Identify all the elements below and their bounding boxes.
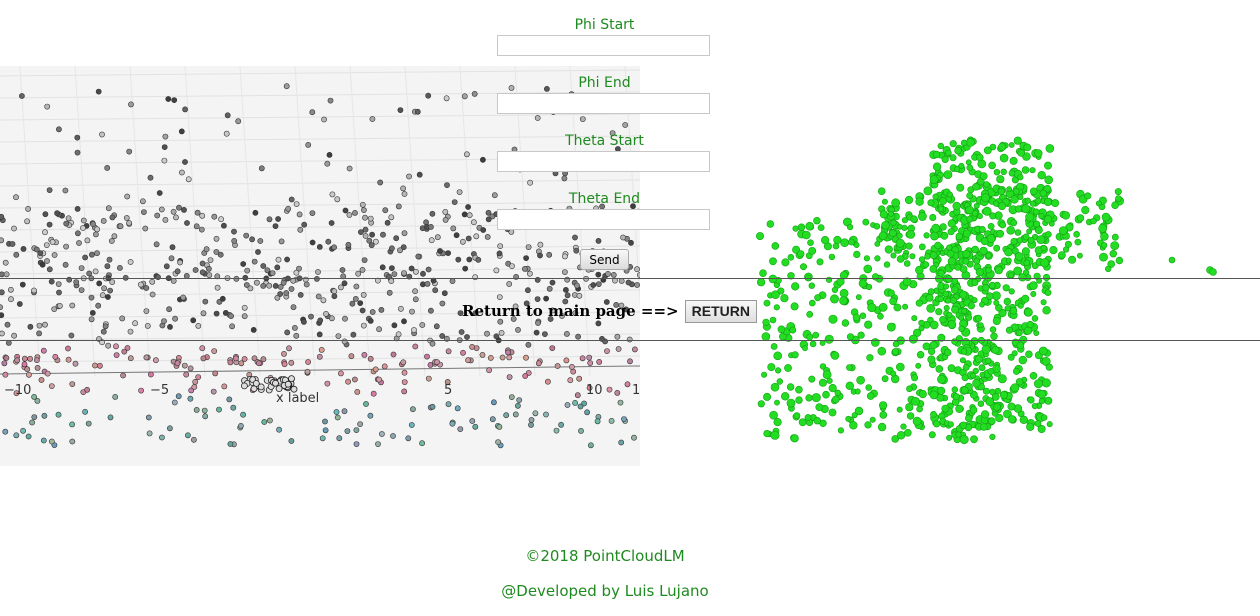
footer-copyright: ©2018 PointCloudLM	[525, 547, 685, 565]
return-to-main-text: Return to main page ==>	[462, 302, 679, 320]
x-tick-label: 10	[586, 383, 603, 398]
theta-end-input[interactable]	[497, 209, 710, 230]
phi-start-label: Phi Start	[574, 17, 635, 33]
phi-end-label: Phi End	[578, 75, 631, 91]
theta-start-label: Theta Start	[565, 133, 644, 149]
return-row: Return to main page ==> RETURN	[462, 298, 757, 324]
divider-line	[0, 278, 1260, 279]
cloud-points	[755, 136, 1217, 445]
scatter-3d-plot[interactable]: −10 −5 5 10 1 x label	[0, 66, 640, 466]
x-tick-label: 1	[632, 383, 640, 398]
x-axis-label: x label	[276, 391, 319, 406]
theta-end-label: Theta End	[568, 191, 641, 207]
footer-developer: @Developed by Luis Lujano	[501, 582, 709, 600]
x-tick-label: −10	[4, 383, 31, 398]
return-button[interactable]: RETURN	[684, 299, 757, 323]
x-tick-label: −5	[150, 383, 169, 398]
divider-line	[0, 340, 1260, 341]
x-tick-label: 5	[444, 383, 452, 398]
point-cloud-view[interactable]	[740, 110, 1260, 460]
send-button[interactable]: Send	[580, 249, 629, 270]
theta-start-input[interactable]	[497, 151, 710, 172]
phi-start-input[interactable]	[497, 35, 710, 56]
plot-ticks: −10 −5 5 10 1 x label	[4, 383, 640, 406]
phi-end-input[interactable]	[497, 93, 710, 114]
